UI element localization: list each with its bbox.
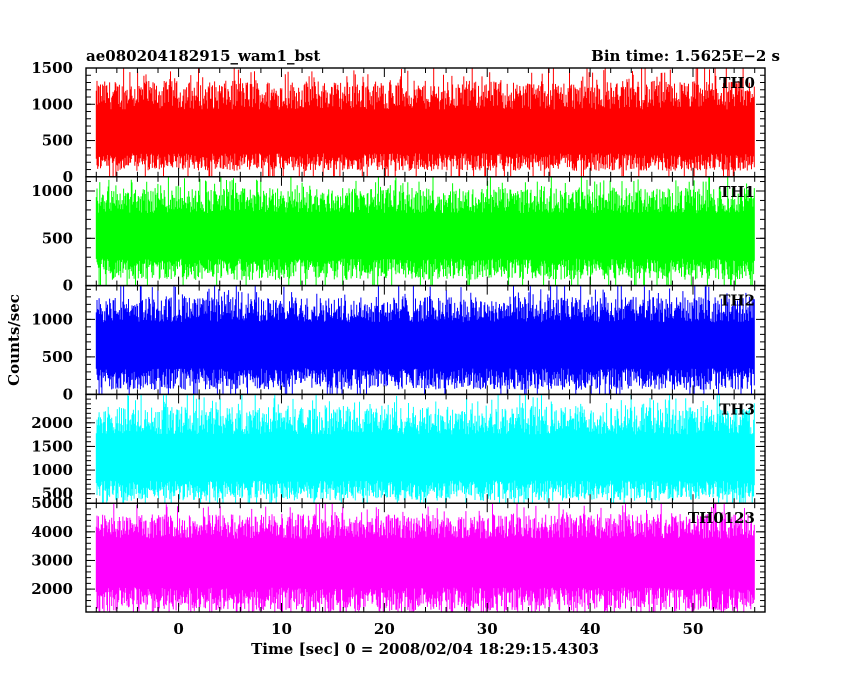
y-tick-label: 2000 <box>31 580 73 598</box>
panel-label: TH3 <box>719 400 755 418</box>
y-axis-label: Counts/sec <box>5 294 23 386</box>
series-th0123 <box>95 503 755 612</box>
y-tick-label: 500 <box>42 229 73 247</box>
panel-th0: 0 500 1000 1500 TH0 <box>31 59 766 186</box>
bin-time-label: Bin time: 1.5625E−2 s <box>591 47 780 65</box>
y-tick-label: 3000 <box>31 551 73 569</box>
y-tick-label: 4000 <box>31 523 73 541</box>
figure-title: ae080204182915_wam1_bst <box>86 47 320 65</box>
y-tick-label: 1000 <box>31 310 73 328</box>
panel-th1: 0 500 1000 TH1 <box>31 176 766 295</box>
panel-label: TH2 <box>719 292 755 310</box>
y-tick-label: 1000 <box>31 182 73 200</box>
y-tick-label: 500 <box>42 348 73 366</box>
y-tick-label: 5000 <box>31 494 73 512</box>
y-tick-label: 500 <box>42 485 73 503</box>
series-th3 <box>95 394 755 504</box>
panel-th3: 500 1000 1500 2000 TH3 <box>31 393 766 504</box>
series-th0 <box>95 68 755 177</box>
y-tick-label: 1000 <box>31 461 73 479</box>
panel-th2: 0 500 1000 TH2 <box>31 284 766 403</box>
series-th2 <box>95 285 755 395</box>
panel-label: TH0123 <box>688 509 755 527</box>
y-tick-label: 1500 <box>31 59 73 77</box>
x-tick-label: 30 <box>477 620 498 638</box>
x-tick-label: 20 <box>374 620 395 638</box>
x-axis-label: Time [sec] 0 = 2008/02/04 18:29:15.4303 <box>251 640 599 658</box>
y-tick-label: 1000 <box>31 95 73 113</box>
panel-label: TH0 <box>719 74 755 92</box>
series-th1 <box>95 176 755 286</box>
x-tick-label: 10 <box>271 620 292 638</box>
y-tick-label: 500 <box>42 132 73 150</box>
panel-th0123: 2000 3000 4000 5000 TH0123 <box>31 494 766 613</box>
panel-label: TH1 <box>719 183 755 201</box>
x-tick-label: 40 <box>580 620 601 638</box>
x-tick-label: 0 <box>173 620 183 638</box>
y-tick-label: 2000 <box>31 414 73 432</box>
x-tick-label: 50 <box>683 620 704 638</box>
y-tick-label: 0 <box>63 385 73 403</box>
y-tick-label: 1500 <box>31 437 73 455</box>
y-tick-label: 0 <box>63 168 73 186</box>
y-tick-label: 0 <box>63 277 73 295</box>
